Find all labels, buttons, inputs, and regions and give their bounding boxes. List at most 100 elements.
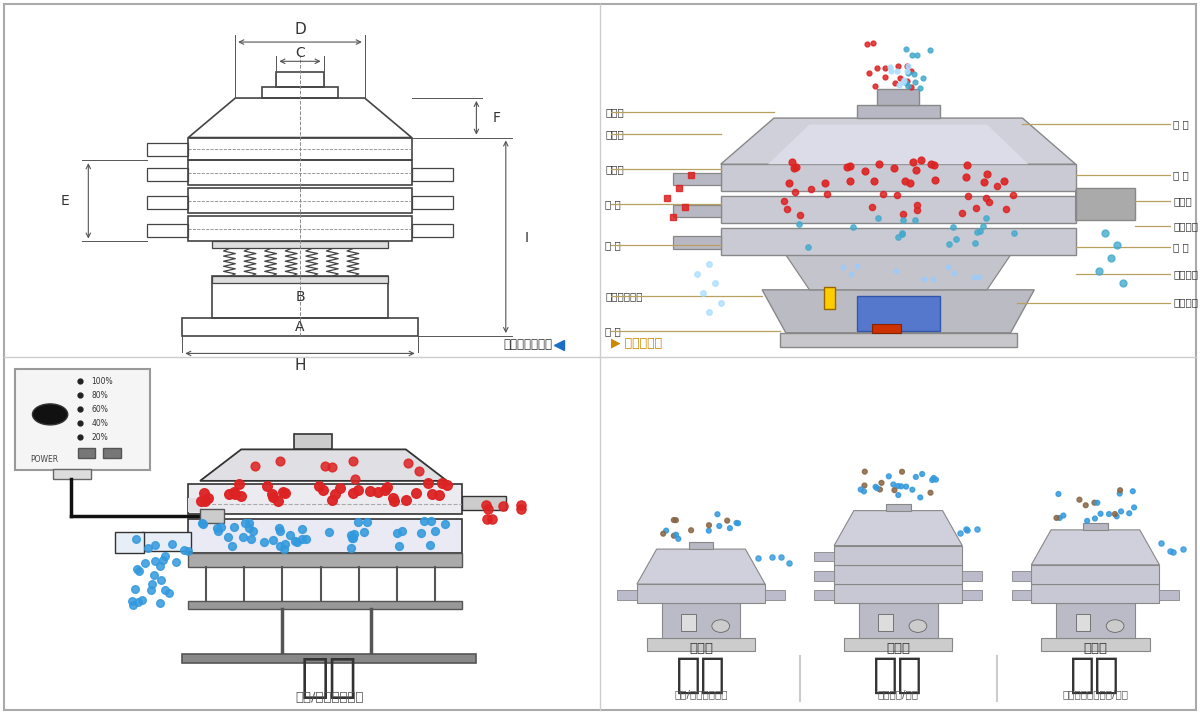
Point <box>1054 510 1073 521</box>
Text: 機 座: 機 座 <box>605 326 622 336</box>
Point <box>994 175 1013 186</box>
Point <box>263 488 282 499</box>
Point <box>967 524 986 536</box>
Point <box>143 579 162 590</box>
Point <box>208 523 227 534</box>
Point <box>943 222 962 233</box>
Bar <box>844 638 953 650</box>
Point <box>128 596 148 608</box>
Bar <box>212 276 389 283</box>
Point <box>718 515 737 526</box>
Point <box>368 487 388 498</box>
Point <box>869 158 888 169</box>
Point <box>511 499 530 511</box>
Point <box>727 517 746 528</box>
Point <box>1004 227 1024 238</box>
Point <box>778 203 797 215</box>
Point <box>883 479 902 491</box>
Bar <box>142 532 191 551</box>
Point <box>1087 497 1106 508</box>
Point <box>914 273 934 285</box>
Point <box>854 480 874 491</box>
Bar <box>148 143 188 156</box>
Bar <box>721 196 1075 223</box>
Point <box>911 492 930 503</box>
Point <box>1076 500 1096 511</box>
Point <box>926 474 946 486</box>
Point <box>785 162 804 174</box>
Point <box>125 583 144 595</box>
Point <box>1070 494 1090 506</box>
Text: 運輸固定螺栓: 運輸固定螺栓 <box>605 291 643 301</box>
Point <box>288 537 307 548</box>
Point <box>330 482 349 493</box>
Bar <box>188 138 412 161</box>
Bar <box>962 590 982 600</box>
Point <box>406 487 425 498</box>
Text: 去除液體中的顆粒/異物: 去除液體中的顆粒/異物 <box>1062 689 1128 699</box>
Point <box>150 597 169 608</box>
Point <box>884 484 904 496</box>
Point <box>923 474 942 486</box>
Point <box>888 231 907 243</box>
Point <box>1085 497 1104 508</box>
Polygon shape <box>1031 530 1159 565</box>
Text: 分級: 分級 <box>301 656 358 701</box>
Bar <box>182 654 476 663</box>
Point <box>906 471 925 483</box>
Point <box>854 165 874 176</box>
Point <box>1160 545 1180 556</box>
Point <box>1099 508 1118 520</box>
Polygon shape <box>637 549 766 584</box>
Point <box>892 481 911 492</box>
Text: 下部重錘: 下部重錘 <box>1174 298 1199 308</box>
Point <box>421 516 440 527</box>
Point <box>923 273 942 284</box>
Point <box>938 261 958 273</box>
Bar <box>1031 584 1159 603</box>
Point <box>145 539 164 550</box>
Bar <box>14 369 150 471</box>
Point <box>868 483 887 494</box>
Point <box>270 526 289 537</box>
Bar <box>721 164 1075 191</box>
Point <box>912 468 931 480</box>
Point <box>388 528 407 539</box>
Point <box>151 574 170 585</box>
Point <box>854 486 874 497</box>
Point <box>239 517 258 528</box>
Point <box>966 202 985 213</box>
Point <box>1111 506 1130 517</box>
Point <box>142 584 161 595</box>
Point <box>342 542 361 553</box>
Point <box>817 188 836 199</box>
Text: 加重塊: 加重塊 <box>1174 196 1192 206</box>
Text: 進料口: 進料口 <box>605 106 624 116</box>
Point <box>196 495 215 506</box>
Point <box>956 523 976 535</box>
Point <box>1108 511 1127 522</box>
Point <box>409 465 428 476</box>
Point <box>956 159 976 171</box>
Point <box>887 189 906 201</box>
Point <box>163 538 182 550</box>
Circle shape <box>712 620 730 633</box>
Point <box>889 489 908 501</box>
Bar <box>962 570 982 580</box>
Point <box>970 271 989 283</box>
Point <box>257 481 276 492</box>
Point <box>790 218 809 229</box>
Point <box>907 200 926 211</box>
Point <box>422 488 442 500</box>
Point <box>192 518 211 529</box>
Point <box>482 513 502 525</box>
Point <box>281 529 300 540</box>
Point <box>996 203 1015 215</box>
Point <box>436 518 455 530</box>
Point <box>720 523 739 534</box>
Bar <box>815 570 834 580</box>
Bar <box>857 296 940 331</box>
Bar <box>294 433 332 449</box>
Point <box>179 545 198 556</box>
Bar <box>412 168 452 181</box>
